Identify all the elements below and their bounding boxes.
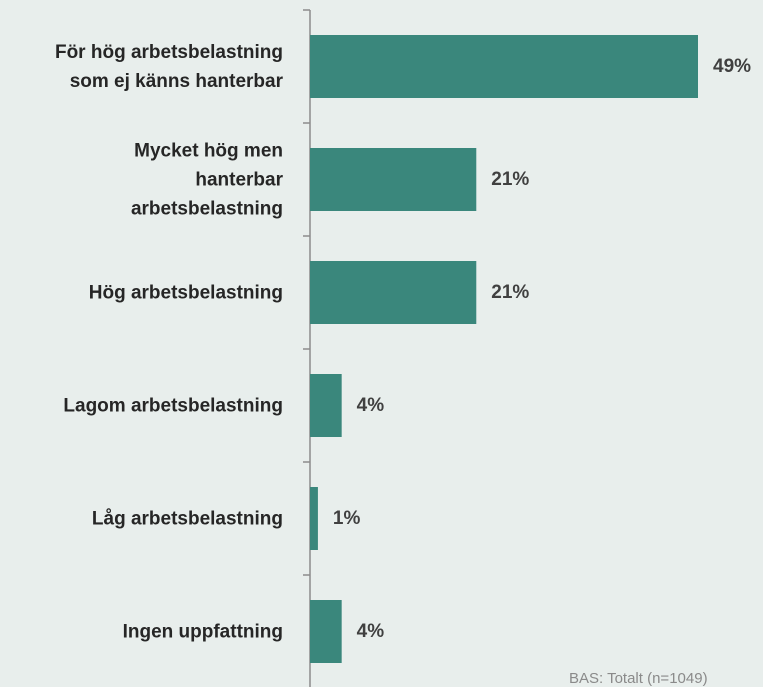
category-label: Hög arbetsbelastning [88, 282, 283, 303]
bar [310, 600, 342, 663]
value-label: 21% [491, 281, 530, 303]
value-label: 4% [356, 394, 385, 416]
bar [310, 487, 318, 550]
category-label: Lagom arbetsbelastning [63, 395, 283, 416]
bar [310, 374, 342, 437]
bar [310, 35, 698, 98]
value-label: 21% [491, 168, 530, 190]
bar [310, 261, 477, 324]
category-label: Låg arbetsbelastning [91, 508, 283, 529]
bar [310, 148, 477, 211]
value-label: 49% [713, 55, 752, 77]
footnote: BAS: Totalt (n=1049) [569, 670, 708, 687]
category-label: För hög arbetsbelastning som ej känns ha… [54, 41, 283, 92]
value-label: 4% [356, 620, 385, 642]
category-label: Mycket hög men hanterbar arbetsbelastnin… [130, 140, 283, 219]
value-label: 1% [332, 507, 361, 529]
category-label: Ingen uppfattning [122, 621, 283, 642]
